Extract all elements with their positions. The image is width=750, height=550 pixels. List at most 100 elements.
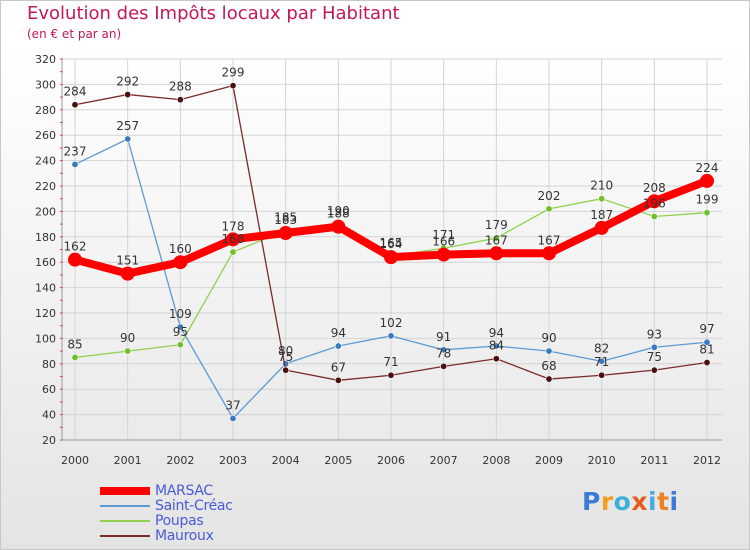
y-tick-label: 100 [35, 332, 56, 345]
y-tick-label: 140 [35, 282, 56, 295]
data-label: 178 [222, 219, 245, 233]
y-tick-label: 220 [35, 180, 56, 193]
data-point [436, 247, 451, 262]
data-label: 94 [331, 326, 346, 340]
data-point [650, 212, 658, 220]
data-point [703, 359, 711, 367]
data-point [489, 246, 504, 261]
logo-letter: x [631, 487, 648, 516]
data-label: 78 [436, 346, 451, 360]
data-point [124, 91, 132, 99]
data-label: 237 [64, 144, 87, 158]
data-point [71, 160, 79, 168]
data-point [492, 234, 500, 242]
data-label: 90 [120, 331, 135, 345]
y-tick-label: 280 [35, 104, 56, 117]
logo-letter: i [648, 487, 658, 516]
data-point [703, 338, 711, 346]
proxiti-logo: Proxiti [582, 487, 679, 516]
data-label: 190 [327, 204, 350, 218]
data-point [647, 194, 662, 209]
data-label: 183 [274, 213, 297, 227]
x-tick-label: 2010 [588, 454, 616, 467]
x-tick-label: 2001 [114, 454, 142, 467]
data-label: 188 [327, 207, 350, 221]
y-tick-label: 300 [35, 78, 56, 91]
data-label: 80 [278, 344, 293, 358]
data-label: 68 [541, 359, 556, 373]
legend-swatch [100, 520, 150, 522]
data-label: 93 [647, 327, 662, 341]
y-tick-label: 200 [35, 205, 56, 218]
data-point [68, 252, 82, 267]
data-point [545, 375, 553, 383]
data-label: 167 [538, 233, 561, 247]
data-point [176, 96, 184, 104]
data-point [71, 353, 79, 361]
data-label: 165 [380, 236, 403, 250]
data-label: 171 [432, 228, 455, 242]
data-label: 82 [594, 341, 609, 355]
data-label: 179 [485, 218, 508, 232]
data-point [492, 342, 500, 350]
data-point [545, 347, 553, 355]
legend-label: MARSAC [155, 483, 213, 499]
data-point [387, 332, 395, 340]
data-label: 81 [699, 343, 714, 357]
data-label: 224 [696, 161, 719, 175]
data-label: 288 [169, 80, 192, 94]
data-point [650, 343, 658, 351]
data-point [229, 414, 237, 422]
y-tick-label: 80 [42, 358, 56, 371]
x-tick-label: 2011 [640, 454, 668, 467]
data-label: 199 [696, 193, 719, 207]
y-tick-label: 160 [35, 256, 56, 269]
y-tick-label: 20 [42, 434, 56, 447]
data-point [598, 357, 606, 365]
data-label: 75 [278, 350, 293, 364]
data-label: 102 [380, 316, 403, 330]
legend-swatch [100, 487, 150, 495]
data-label: 160 [169, 242, 192, 256]
data-point [124, 135, 132, 143]
data-label: 67 [331, 360, 346, 374]
legend-label: Saint-Créac [155, 498, 233, 514]
x-tick-label: 2009 [535, 454, 563, 467]
y-tick-label: 120 [35, 307, 56, 320]
y-tick-label: 60 [42, 383, 56, 396]
data-point [440, 346, 448, 354]
data-point [598, 371, 606, 379]
y-tick-label: 40 [42, 409, 56, 422]
logo-letter: o [613, 487, 632, 516]
data-point [384, 250, 398, 265]
data-point [282, 366, 290, 374]
data-point [226, 232, 240, 247]
chart-title: Evolution des Impôts locaux par Habitant [27, 3, 400, 24]
x-tick-label: 2012 [693, 454, 721, 467]
x-tick-label: 2005 [324, 454, 352, 467]
data-point [278, 225, 293, 240]
data-label: 71 [383, 355, 398, 369]
data-point [598, 195, 606, 203]
data-point [334, 342, 342, 350]
data-label: 109 [169, 307, 192, 321]
data-label: 37 [225, 398, 240, 412]
data-label: 90 [541, 331, 556, 345]
chart-subtitle: (en € et par an) [27, 27, 122, 41]
data-point [334, 376, 342, 384]
data-point [71, 101, 79, 109]
data-point [331, 219, 346, 234]
data-label: 299 [222, 66, 245, 80]
data-point [120, 266, 135, 281]
data-label: 167 [485, 233, 508, 247]
x-tick-label: 2006 [377, 454, 405, 467]
data-point [176, 341, 184, 349]
legend-swatch [100, 505, 150, 507]
y-tick-label: 260 [35, 129, 56, 142]
data-point [229, 82, 237, 90]
legend-swatch [100, 535, 150, 537]
data-point [440, 362, 448, 370]
data-point [173, 255, 188, 270]
data-point [229, 248, 237, 256]
